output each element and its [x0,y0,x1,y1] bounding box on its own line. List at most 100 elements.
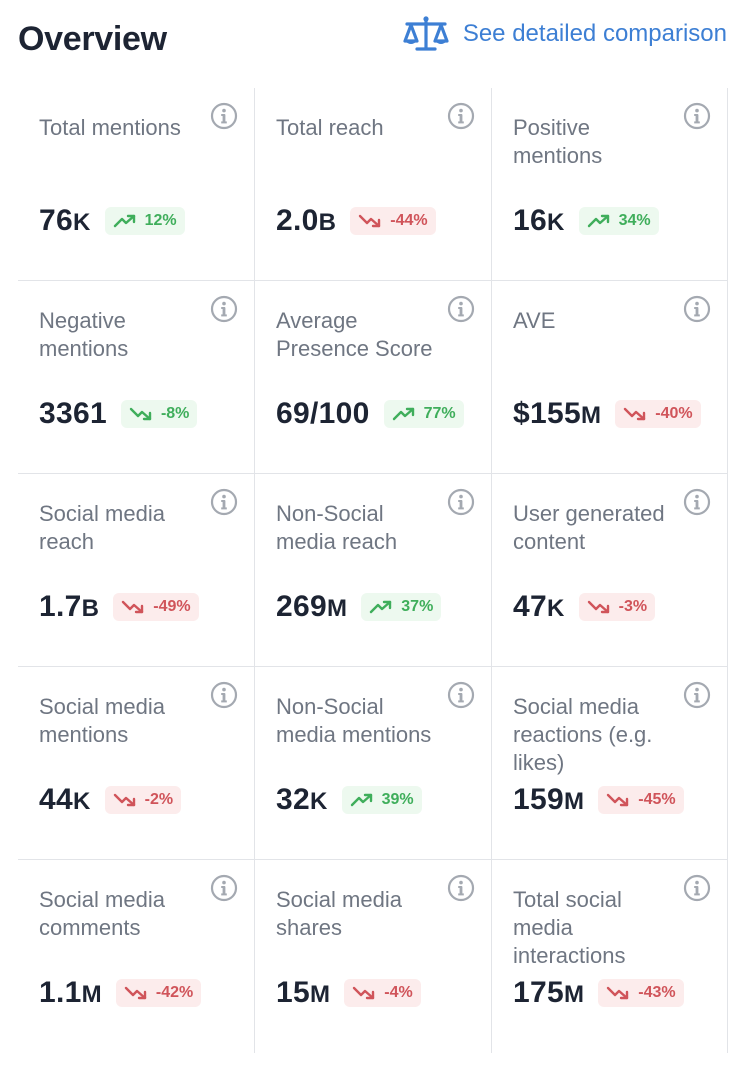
info-icon[interactable] [447,488,475,516]
metric-number: 15 [276,976,310,1009]
metric-value: 1.7B [39,590,99,624]
info-icon[interactable] [683,295,711,323]
metric-value: 3361 [39,397,107,431]
metric-value: 76K [39,204,91,238]
metric-card-social-media-shares: Social media shares 15M -4% [255,860,492,1053]
change-percent: -3% [618,598,648,615]
metric-value-row: 69/100 77% [276,397,464,431]
change-badge: -49% [113,593,199,621]
change-badge: 12% [104,207,185,235]
change-percent: 77% [423,405,456,422]
metric-value-row: 76K 12% [39,204,185,238]
metric-value-row: 1.1M -42% [39,976,202,1010]
change-badge: 77% [383,400,464,428]
trend-up-icon [350,792,382,808]
change-badge: 34% [578,207,659,235]
info-icon[interactable] [683,874,711,902]
metric-unit: M [580,402,602,429]
change-badge: 37% [361,593,442,621]
metric-card-positive-mentions: Positive mentions 16K 34% [492,88,728,281]
metric-value: 16K [513,204,565,238]
info-icon[interactable] [447,102,475,130]
metric-unit: K [546,209,565,236]
metric-label: Social media comments [39,887,165,940]
change-badge: -4% [344,979,421,1007]
metric-value: 159M [513,783,584,817]
metric-value: 269M [276,590,347,624]
metric-unit: K [72,209,91,236]
metric-label: Non-Social media reach [276,501,398,554]
metric-unit: M [563,788,585,815]
metric-value: 47K [513,590,565,624]
metric-number: 47 [513,590,547,623]
metric-label: Total reach [276,115,384,140]
metric-number: 175 [513,976,564,1009]
metric-card-social-media-reactions-e-g-likes: Social media reactions (e.g. likes) 159M -… [492,667,728,860]
metric-unit: K [546,595,565,622]
metric-card-social-media-reach: Social media reach 1.7B -49% [18,474,255,667]
metric-card-negative-mentions: Negative mentions 3361 -8% [18,281,255,474]
info-icon[interactable] [447,874,475,902]
trend-down-icon [121,599,153,615]
trend-up-icon [392,406,424,422]
metric-number: 269 [276,590,327,623]
metric-unit: B [318,209,337,236]
change-badge: -42% [115,979,202,1007]
overview-header: Overview See detailed comparison [0,0,747,80]
info-icon[interactable] [447,681,475,709]
info-icon[interactable] [447,295,475,323]
metrics-grid: Total mentions 76K 12% Total reach 2.0B -44% P… [18,88,728,1053]
info-icon[interactable] [210,681,238,709]
metric-unit: B [81,595,100,622]
change-percent: 39% [381,791,414,808]
metric-label: AVE [513,308,556,333]
metric-card-social-media-mentions: Social media mentions 44K -2% [18,667,255,860]
metric-value-row: 2.0B -44% [276,204,436,238]
info-icon[interactable] [683,681,711,709]
metric-value: 69/100 [276,397,370,431]
info-icon[interactable] [683,488,711,516]
metric-number: 69/100 [276,397,370,430]
info-icon[interactable] [210,488,238,516]
metric-value: 44K [39,783,91,817]
metric-card-non-social-media-reach: Non-Social media reach 269M 37% [255,474,492,667]
metric-label: Positive mentions [513,115,603,168]
see-detailed-comparison-link[interactable]: See detailed comparison [401,14,727,54]
trend-up-icon [369,599,401,615]
metric-value-row: $155M -40% [513,397,701,431]
metric-value-row: 1.7B -49% [39,590,199,624]
see-detailed-comparison-label: See detailed comparison [462,20,727,47]
metric-value-row: 47K -3% [513,590,656,624]
change-percent: 12% [144,212,177,229]
metric-value-row: 3361 -8% [39,397,198,431]
trend-down-icon [606,792,638,808]
metric-value-row: 16K 34% [513,204,659,238]
balance-scale-icon [401,14,451,54]
metric-card-total-mentions: Total mentions 76K 12% [18,88,255,281]
metric-value: 1.1M [39,976,102,1010]
change-badge: -45% [598,786,684,814]
trend-down-icon [587,599,619,615]
trend-down-icon [129,406,161,422]
metric-unit: M [326,595,348,622]
change-percent: -40% [655,405,693,422]
metric-value: 32K [276,783,328,817]
metric-number: 16 [513,204,547,237]
change-badge: -8% [120,400,198,428]
info-icon[interactable] [210,102,238,130]
info-icon[interactable] [210,874,238,902]
info-icon[interactable] [210,295,238,323]
metric-unit: K [309,788,328,815]
info-icon[interactable] [683,102,711,130]
metric-unit: M [81,981,102,1008]
metric-label: Social media mentions [39,694,165,747]
trend-down-icon [623,406,655,422]
metric-label: Negative mentions [39,308,129,361]
metric-label: Average Presence Score [276,308,433,361]
metric-card-non-social-media-mentions: Non-Social media mentions 32K 39% [255,667,492,860]
trend-down-icon [358,213,390,229]
metric-number: 32 [276,783,310,816]
metric-number: 2.0 [276,204,319,237]
metric-unit: M [309,981,331,1008]
change-badge: 39% [341,786,422,814]
